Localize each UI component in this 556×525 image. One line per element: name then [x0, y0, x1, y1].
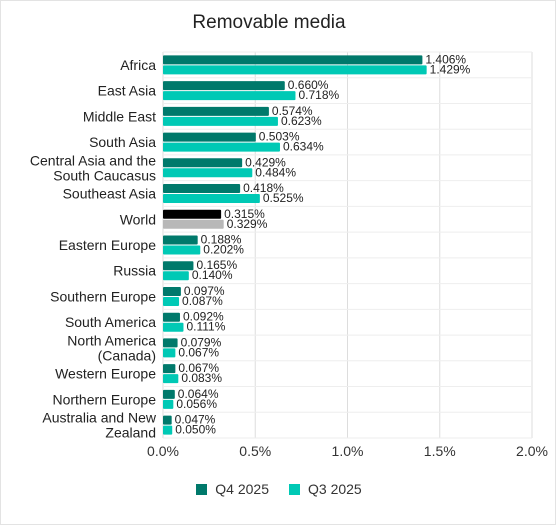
legend: Q4 2025 Q3 2025 [1, 481, 556, 497]
data-label-q3: 0.087% [182, 294, 223, 308]
category-label: Russia [113, 263, 156, 279]
bar-q3 [163, 168, 253, 178]
category-label: East Asia [98, 83, 157, 99]
category-label: (Canada) [98, 347, 156, 363]
category-label: Africa [120, 57, 156, 73]
x-tick-label: 2.0% [516, 443, 548, 459]
bar-q4 [163, 55, 423, 65]
chart-title: Removable media [192, 12, 346, 33]
legend-item-q4[interactable]: Q4 2025 [196, 481, 269, 497]
x-tick-label: 1.0% [332, 443, 364, 459]
data-label-q4: 0.574% [272, 104, 313, 118]
bar-q4 [163, 338, 178, 348]
category-label: Central Asia and the [30, 152, 156, 168]
bar-q3 [163, 219, 224, 229]
data-label-q3: 0.140% [192, 268, 233, 282]
data-label-q4: 0.315% [224, 207, 265, 221]
bar-q3 [163, 399, 174, 409]
bar-q3 [163, 271, 189, 281]
bar-q3 [163, 322, 184, 332]
data-label-q4: 1.406% [425, 52, 466, 66]
data-label-q4: 0.092% [183, 310, 224, 324]
category-label: South Asia [89, 134, 156, 150]
category-label: North America [67, 332, 156, 348]
data-label-q4: 0.047% [175, 413, 216, 427]
category-label: South America [65, 314, 156, 330]
data-label-q3: 0.634% [283, 140, 324, 154]
bar-q4 [163, 184, 241, 194]
data-label-q3: 0.623% [281, 114, 322, 128]
legend-item-q3[interactable]: Q3 2025 [289, 481, 362, 497]
bar-q4 [163, 158, 243, 168]
bar-q3 [163, 116, 278, 126]
data-label-q3: 0.083% [181, 371, 222, 385]
bar-q4 [163, 235, 198, 245]
data-label-q3: 0.067% [178, 345, 219, 359]
data-label-q3: 0.718% [298, 88, 339, 102]
x-tick-label: 1.5% [424, 443, 456, 459]
category-label: Southeast Asia [63, 186, 157, 202]
category-label: South Caucasus [53, 167, 156, 183]
data-label-q4: 0.067% [178, 361, 219, 375]
bar-q4 [163, 415, 172, 425]
bar-q3 [163, 142, 280, 152]
category-label: Southern Europe [50, 288, 156, 304]
bar-q4 [163, 209, 222, 219]
data-label-q4: 0.418% [243, 181, 284, 195]
bar-q3 [163, 194, 260, 204]
bar-q4 [163, 132, 256, 142]
data-label-q3: 0.525% [263, 191, 304, 205]
category-label: Western Europe [55, 366, 156, 382]
data-label-q4: 0.660% [288, 78, 329, 92]
legend-swatch-q4 [196, 483, 208, 495]
data-label-q3: 1.429% [430, 62, 471, 76]
bar-q3 [163, 65, 427, 75]
data-label-q4: 0.188% [201, 233, 242, 247]
x-tick-label: 0.0% [147, 443, 179, 459]
data-label-q3: 0.056% [176, 397, 217, 411]
bar-q3 [163, 296, 180, 306]
bar-q4 [163, 81, 285, 91]
legend-label-q3: Q3 2025 [308, 481, 362, 497]
bar-q4 [163, 286, 181, 296]
bar-q3 [163, 425, 173, 435]
bar-chart: 0.0% 0.5% 1.0% 1.5% 2.0% 1.406%1.429% Africa 0.… [30, 51, 548, 459]
bar-q4 [163, 261, 194, 271]
data-label-q3: 0.484% [255, 165, 296, 179]
data-label-q4: 0.165% [196, 258, 237, 272]
data-label-q4: 0.503% [259, 130, 300, 144]
bar-q3 [163, 348, 176, 358]
data-label-q3: 0.111% [186, 320, 225, 334]
bar-q4 [163, 389, 175, 399]
bar-q3 [163, 374, 179, 384]
category-label: Zealand [105, 425, 156, 441]
category-label: Australia and New [42, 410, 157, 426]
bar-q4 [163, 106, 269, 116]
data-label-q3: 0.050% [175, 423, 216, 437]
data-label-q3: 0.202% [203, 243, 244, 257]
category-label: Northern Europe [52, 391, 156, 407]
data-label-q4: 0.097% [184, 284, 225, 298]
bar-q4 [163, 364, 176, 374]
category-label: World [120, 211, 156, 227]
data-label-q4: 0.429% [245, 155, 286, 169]
data-label-q4: 0.064% [178, 387, 219, 401]
data-label-q4: 0.079% [181, 335, 222, 349]
category-label: Middle East [83, 108, 156, 124]
bar-q4 [163, 312, 180, 322]
data-label-q3: 0.329% [227, 217, 268, 231]
legend-label-q4: Q4 2025 [215, 481, 269, 497]
x-tick-label: 0.5% [239, 443, 271, 459]
bar-q3 [163, 91, 296, 101]
bar-q3 [163, 245, 201, 255]
legend-swatch-q3 [289, 483, 300, 495]
category-label: Eastern Europe [59, 237, 156, 253]
